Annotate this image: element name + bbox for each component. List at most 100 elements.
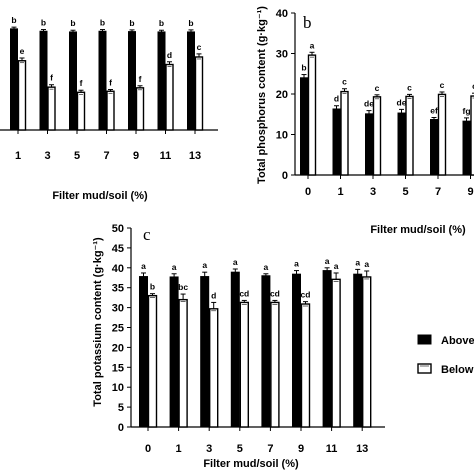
panel-c-sig-letter-above-2: a xyxy=(202,260,207,270)
panel-b-x-tick-label-1: 1 xyxy=(337,186,343,198)
panel-c-y-ticks: 0 5 10 15 20 25 30 35 40 45 50 xyxy=(112,223,131,434)
panel-c-x-axis-title: Filter mud/soil (%) xyxy=(203,458,299,470)
panel-a-bar-above-3 xyxy=(98,30,107,131)
panel-c-sig-letter-below-5: cd xyxy=(301,290,311,300)
panel-a-bar-below-2 xyxy=(76,91,86,131)
panel-b-bar-below-0 xyxy=(307,54,317,176)
panel-c-sig-letter-below-3: cd xyxy=(239,288,249,298)
panel-c-y-tick-label-5: 25 xyxy=(112,323,124,335)
panel-b-bar-below-4 xyxy=(437,93,447,176)
panel-c-sig-letter-below-6: a xyxy=(334,261,339,271)
panel-c-bar-below-0 xyxy=(147,294,158,428)
panel-c-bar-below-7 xyxy=(362,276,372,428)
panel-b-x-tick-label-2: 3 xyxy=(370,186,376,198)
panel-b-bar-below-1 xyxy=(340,90,349,176)
panel-b-sig-letter-below-1: c xyxy=(342,77,347,87)
panel-a-bar-below-0 xyxy=(17,60,27,131)
panel-a-sig-letter-below-3: f xyxy=(109,78,112,88)
legend-swatch-below xyxy=(417,363,432,374)
panel-c-y-tick-label-2: 10 xyxy=(112,382,124,394)
panel-c-bar-below-5 xyxy=(300,303,311,428)
panel-c-bar-above-1 xyxy=(169,276,179,428)
panel-b-sig-letter-below-3: c xyxy=(407,82,412,92)
panel-c-y-tick-label-6: 30 xyxy=(112,303,124,315)
panel-b-sig-letter-above-5: fg xyxy=(462,106,470,116)
legend-label-above: Above xyxy=(441,335,474,347)
panel-a-sig-letter-below-1: f xyxy=(50,73,53,83)
panel-b-y-axis-title: Total phosphorus content (g·kg⁻¹) xyxy=(256,6,268,184)
panel-c-bar-below-3 xyxy=(239,301,250,428)
panel-c-y-tick-label-1: 5 xyxy=(118,402,124,414)
panel-a-bar-below-6 xyxy=(194,56,204,131)
panel-c-x-tick-label-5: 9 xyxy=(298,443,304,455)
panel-b-bar-above-4 xyxy=(430,119,438,176)
panel-c-y-tick-label-4: 20 xyxy=(112,342,124,354)
panel-b-bar-below-3 xyxy=(405,95,414,176)
panel-a-sig-letter-above-6: b xyxy=(188,18,193,28)
panel-a-x-tick-label-1: 3 xyxy=(44,150,50,162)
panel-a-bar-above-1 xyxy=(39,30,48,131)
panel-b-x-axis-title: Filter mud/soil (%) xyxy=(370,224,466,236)
panel-c-sig-letter-below-2: d xyxy=(211,290,216,300)
panel-a-sig-letter-below-0: e xyxy=(20,46,25,56)
panel-a-x-tick-label-5: 11 xyxy=(160,150,172,162)
panel-c-bar-below-2 xyxy=(208,308,219,428)
panel-c-sig-letter-above-0: a xyxy=(141,261,146,271)
panel-c-y-tick-label-10: 50 xyxy=(112,223,124,235)
panel-c-y-tick-label-9: 45 xyxy=(112,243,124,255)
legend-item-above: Above xyxy=(417,334,474,347)
panel-a-bar-above-4 xyxy=(128,31,136,131)
legend: Above Below xyxy=(417,334,474,376)
panel-a-x-axis-title: Filter mud/soil (%) xyxy=(52,190,148,202)
panel-b-sig-letter-above-1: d xyxy=(334,94,339,104)
panel-a-sig-letter-above-2: b xyxy=(70,18,75,28)
panel-a-x-tick-label-6: 13 xyxy=(189,150,201,162)
panel-b-y-ticks: 0 10 20 30 40 xyxy=(276,8,295,182)
panel-c-bar-above-3 xyxy=(230,271,240,428)
panel-b-sig-letter-below-0: a xyxy=(310,40,315,50)
panel-c-sig-letter-below-1: bc xyxy=(178,282,188,292)
panel-c-y-tick-label-0: 0 xyxy=(118,422,124,434)
panel-b-bar-above-1 xyxy=(332,108,341,176)
panel-c-bar-below-4 xyxy=(270,301,280,428)
panel-a-x-tick-label-4: 9 xyxy=(133,150,139,162)
panel-b-sig-letter-below-4: c xyxy=(440,80,445,90)
panel-b-bar-above-5 xyxy=(462,120,471,176)
panel-b-sig-letter-above-3: de xyxy=(397,97,407,107)
panel-c-x-ticks: 0 1 3 5 7 9 11 13 xyxy=(145,427,368,455)
panel-c-x-tick-label-4: 7 xyxy=(267,443,273,455)
panel-b-y-tick-label-4: 40 xyxy=(276,8,288,20)
panel-a-x-ticks: 1 3 5 7 9 11 13 xyxy=(15,130,201,162)
panel-a-sig-letter-below-4: f xyxy=(139,74,142,84)
panel-c-bar-above-2 xyxy=(200,276,210,428)
panel-c-bar-above-0 xyxy=(139,276,148,428)
panel-b-sig-letter-above-2: de xyxy=(364,99,374,109)
panel-a-bars: b e b f b f b f b f b d b c xyxy=(10,15,204,131)
panel-c-bar-above-7 xyxy=(353,273,363,428)
panel-b-sig-letter-above-0: b xyxy=(301,63,306,73)
panel-b-x-tick-label-0: 0 xyxy=(305,186,311,198)
panel-c-sig-letter-above-4: a xyxy=(264,262,269,272)
panel-a-sig-letter-below-6: c xyxy=(197,42,202,52)
panel-c-x-tick-label-1: 1 xyxy=(176,443,182,455)
panel-a-sig-letter-above-4: b xyxy=(129,18,134,28)
panel-b-sig-letter-below-5: c xyxy=(472,81,474,91)
panel-c-sig-letter-above-6: a xyxy=(325,256,330,266)
panel-c-sig-letter-above-1: a xyxy=(172,262,177,272)
panel-a-x-tick-label-0: 1 xyxy=(15,150,21,162)
panel-c-sig-letter-above-5: a xyxy=(294,259,299,269)
panel-c-y-tick-label-7: 35 xyxy=(112,283,124,295)
panel-c-x-tick-label-2: 3 xyxy=(206,443,212,455)
panel-a-bar-below-4 xyxy=(135,87,145,131)
panel-c-x-tick-label-7: 13 xyxy=(356,443,368,455)
panel-a-bar-above-0 xyxy=(10,28,18,131)
panel-a-sig-letter-above-5: b xyxy=(159,18,164,28)
legend-label-below: Below xyxy=(441,364,474,376)
panel-a-sig-letter-above-0: b xyxy=(11,15,16,25)
panel-c-sig-letter-above-7: a xyxy=(355,257,360,267)
panel-c-y-tick-label-8: 40 xyxy=(112,263,124,275)
panel-a-sig-letter-above-1: b xyxy=(41,18,46,28)
